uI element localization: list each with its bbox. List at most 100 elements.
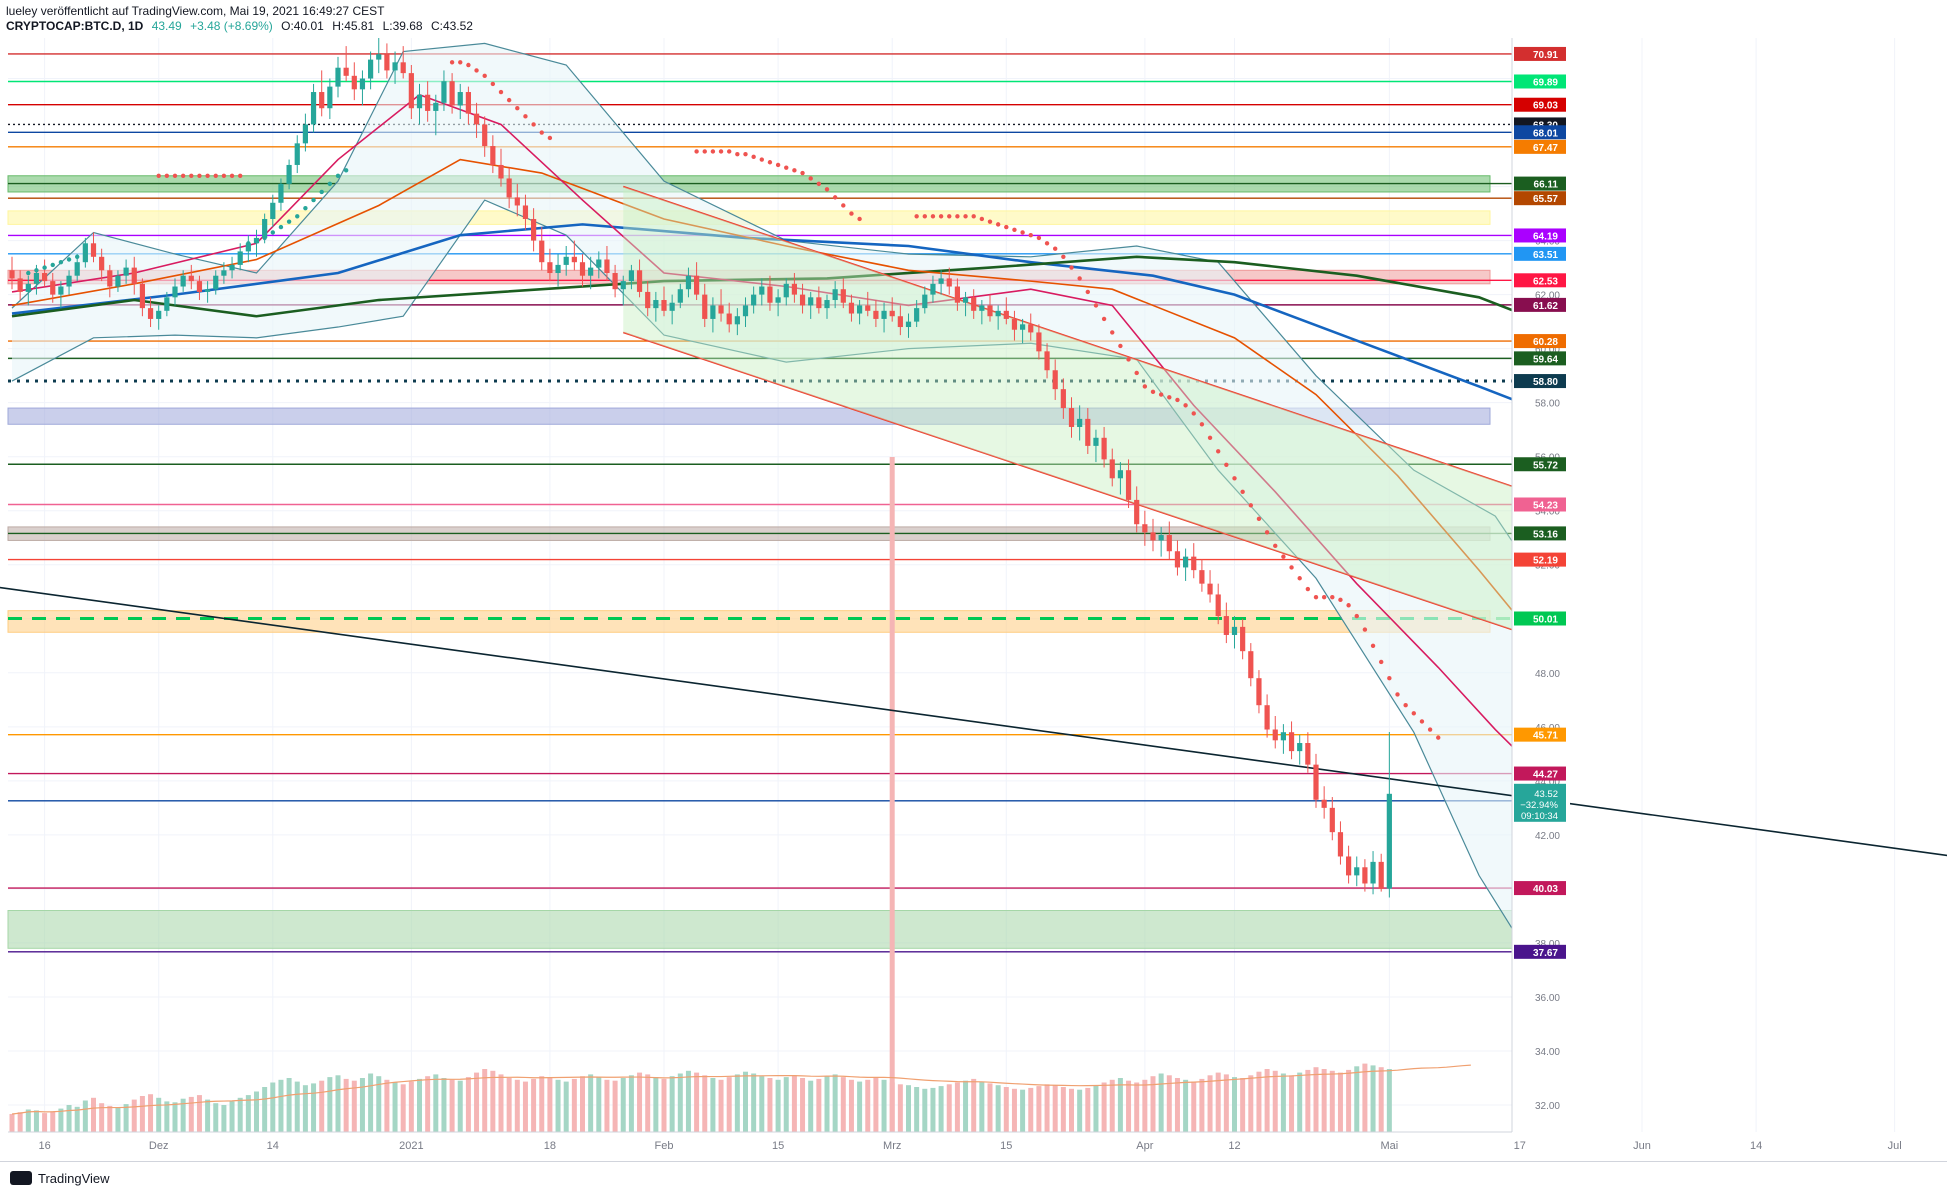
candle-body: [547, 262, 553, 274]
candle: [881, 302, 887, 333]
volume-bar: [922, 1088, 928, 1132]
volume-bar: [42, 1113, 48, 1132]
volume-bar: [685, 1070, 691, 1132]
volume-bar: [449, 1079, 455, 1132]
volume-bar: [115, 1107, 121, 1132]
candle-body: [962, 297, 969, 303]
candle: [1223, 602, 1229, 644]
candle: [408, 65, 414, 120]
price-level-tag-bg: [1514, 611, 1566, 626]
volume-bar: [278, 1079, 284, 1132]
candle: [677, 283, 683, 309]
volume-bar: [131, 1099, 137, 1132]
candle-body: [1305, 743, 1311, 765]
volume-bar: [1337, 1072, 1343, 1132]
volume-bar: [914, 1087, 920, 1132]
candle-body: [979, 305, 985, 311]
price-chart[interactable]: 32.0034.0036.0038.0040.0042.0044.0046.00…: [0, 0, 1947, 1161]
candle-body: [498, 164, 504, 179]
candle-body: [131, 267, 137, 284]
candle: [563, 245, 569, 276]
psar-dot: [229, 173, 235, 178]
candle-body: [359, 78, 366, 90]
candle: [1117, 462, 1123, 495]
psar-dot: [311, 197, 316, 203]
volume-bar: [58, 1108, 64, 1132]
volume-bar: [237, 1097, 243, 1132]
psar-dot: [75, 254, 80, 259]
candle-body: [1117, 470, 1123, 479]
psar-dot: [1053, 246, 1058, 251]
candle-body: [1199, 570, 1205, 584]
candle: [294, 135, 300, 174]
open-value: O:40.01: [281, 19, 324, 33]
psar-dot: [1289, 565, 1294, 570]
brand-label: TradingView: [38, 1171, 110, 1186]
psar-dot: [482, 73, 487, 79]
candle-body: [1158, 535, 1164, 541]
candle: [987, 294, 993, 322]
candle-body: [302, 124, 308, 144]
candle-body: [294, 143, 300, 165]
band-fill: [12, 43, 1528, 954]
volume-bar: [865, 1079, 871, 1132]
psar-dot: [221, 173, 227, 178]
candle: [775, 289, 781, 317]
tradingview-logo[interactable]: TradingView: [10, 1171, 110, 1186]
candle: [343, 46, 349, 82]
time-tick-label: 14: [267, 1140, 279, 1152]
candle: [180, 270, 186, 292]
price-level-tag-bg: [1514, 497, 1566, 512]
candle-body: [270, 202, 276, 219]
psar-dot: [50, 262, 55, 268]
candle-body: [433, 102, 439, 111]
tradingview-logo-icon: [10, 1171, 32, 1185]
volume-bar: [335, 1075, 341, 1132]
psar-dot: [547, 135, 553, 141]
price-level-tag: 45.71: [1533, 731, 1558, 742]
candle: [1044, 343, 1050, 379]
psar-dot: [1436, 735, 1441, 740]
candle: [213, 270, 219, 295]
candle: [172, 278, 178, 306]
candle-body: [938, 278, 944, 284]
candle: [196, 275, 203, 301]
psar-dot: [34, 268, 39, 273]
candle: [954, 278, 960, 311]
candle: [433, 94, 439, 136]
candle-body: [441, 81, 447, 103]
candle-body: [1240, 626, 1246, 652]
price-level-tag-bg: [1514, 228, 1566, 243]
candle: [90, 232, 97, 263]
volume-bar: [539, 1076, 545, 1132]
candle-body: [1003, 310, 1009, 319]
volume-bar: [1166, 1075, 1172, 1132]
psar-dot: [718, 149, 724, 154]
volume-bar: [1223, 1074, 1229, 1132]
time-tick-label: Dez: [149, 1140, 169, 1152]
candle-body: [1036, 332, 1042, 352]
candle-body: [1362, 867, 1368, 884]
candle: [9, 256, 15, 290]
candle: [335, 56, 341, 98]
volume-bar: [1183, 1079, 1189, 1132]
candle: [482, 116, 488, 157]
price-level-tag-bg: [1514, 552, 1566, 567]
candle-body: [539, 240, 545, 263]
candle: [1052, 359, 1058, 400]
psar-dot: [1142, 384, 1148, 389]
volume-bar: [653, 1077, 659, 1132]
volume-bar: [368, 1073, 374, 1132]
candle: [1020, 318, 1026, 344]
psar-dot: [303, 205, 308, 211]
volume-bar: [1362, 1063, 1368, 1132]
volume-bar: [857, 1081, 863, 1132]
bollinger-band: [11, 42, 1529, 955]
candle: [555, 254, 561, 287]
price-level-tag: 61.62: [1533, 301, 1558, 312]
candle: [1199, 559, 1205, 592]
candle-body: [392, 62, 398, 71]
candle-body: [1028, 324, 1034, 333]
volume-bar: [425, 1076, 431, 1132]
psar-dot: [523, 114, 528, 119]
